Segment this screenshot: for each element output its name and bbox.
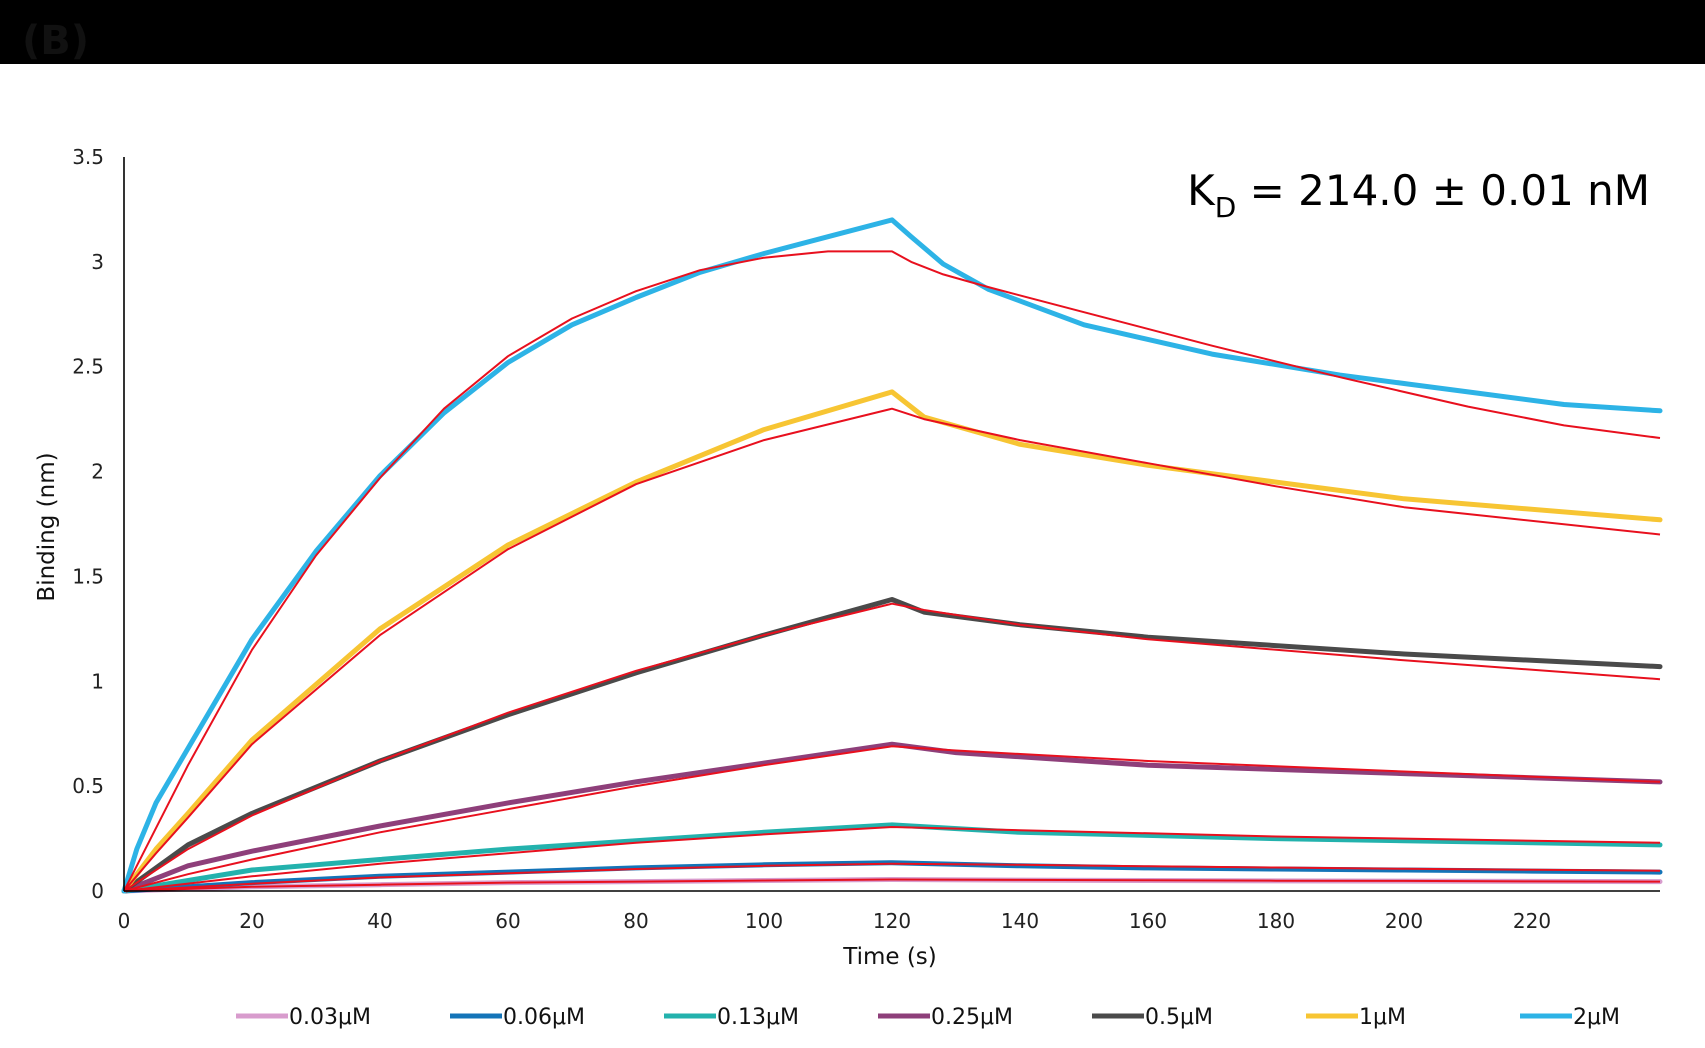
- x-tick-label: 60: [495, 909, 520, 933]
- x-tick-label: 200: [1385, 909, 1423, 933]
- y-tick-label: 0: [91, 879, 104, 903]
- plot-area: [121, 217, 1663, 894]
- axes: 0 0.5 1 1.5 2 2.5 3 3.5 0 20 40 60 80 100 120 140 160 180…: [72, 145, 1660, 933]
- legend-label: 0.06μM: [503, 1005, 585, 1030]
- kd-k-letter: K: [1187, 166, 1216, 215]
- fit-line: [123, 250, 1661, 892]
- y-tick-label: 0.5: [72, 774, 104, 798]
- fit-line: [123, 745, 1661, 892]
- x-tick-label: 80: [623, 909, 648, 933]
- panel-label: (B): [22, 18, 90, 64]
- x-tick-label: 20: [239, 909, 264, 933]
- legend-label: 0.25μM: [931, 1005, 1013, 1030]
- legend-label: 0.5μM: [1145, 1005, 1213, 1030]
- series-line: [121, 217, 1663, 894]
- x-tick-label: 180: [1257, 909, 1295, 933]
- x-tick-label: 160: [1129, 909, 1167, 933]
- x-tick-label: 0: [118, 909, 131, 933]
- y-tick-label: 3.5: [72, 145, 104, 169]
- series-line: [121, 389, 1663, 894]
- y-tick-label: 1: [91, 669, 104, 693]
- series-line: [121, 860, 1663, 894]
- x-tick-label: 220: [1513, 909, 1551, 933]
- x-tick-label: 120: [873, 909, 911, 933]
- kd-value: = 214.0 ± 0.01 nM: [1236, 166, 1650, 215]
- y-axis-title: Binding (nm): [34, 452, 60, 601]
- fit-line: [123, 878, 1661, 892]
- x-tick-label: 140: [1001, 909, 1039, 933]
- x-tick-label: 40: [367, 909, 392, 933]
- fit-line: [123, 602, 1661, 892]
- y-tick-label: 3: [91, 250, 104, 274]
- fit-line: [123, 826, 1661, 892]
- fit-line: [123, 862, 1661, 892]
- kd-subscript: D: [1215, 191, 1237, 224]
- legend-label: 2μM: [1573, 1005, 1620, 1030]
- y-tick-label: 1.5: [72, 564, 104, 588]
- legend-label: 0.03μM: [289, 1005, 371, 1030]
- y-tick-label: 2.5: [72, 355, 104, 379]
- x-tick-label: 100: [745, 909, 783, 933]
- kd-annotation: KD = 214.0 ± 0.01 nM: [1187, 166, 1650, 224]
- series-line: [121, 741, 1663, 894]
- legend: 0.03μM 0.06μM 0.13μM 0.25μM 0.5μM 1μM 2μM: [236, 1005, 1620, 1030]
- fit-line: [123, 407, 1661, 892]
- legend-label: 1μM: [1359, 1005, 1406, 1030]
- top-black-banner: [0, 0, 1705, 64]
- series-line: [121, 822, 1663, 894]
- y-tick-label: 2: [91, 460, 104, 484]
- x-axis-title: Time (s): [842, 944, 937, 970]
- legend-label: 0.13μM: [717, 1005, 799, 1030]
